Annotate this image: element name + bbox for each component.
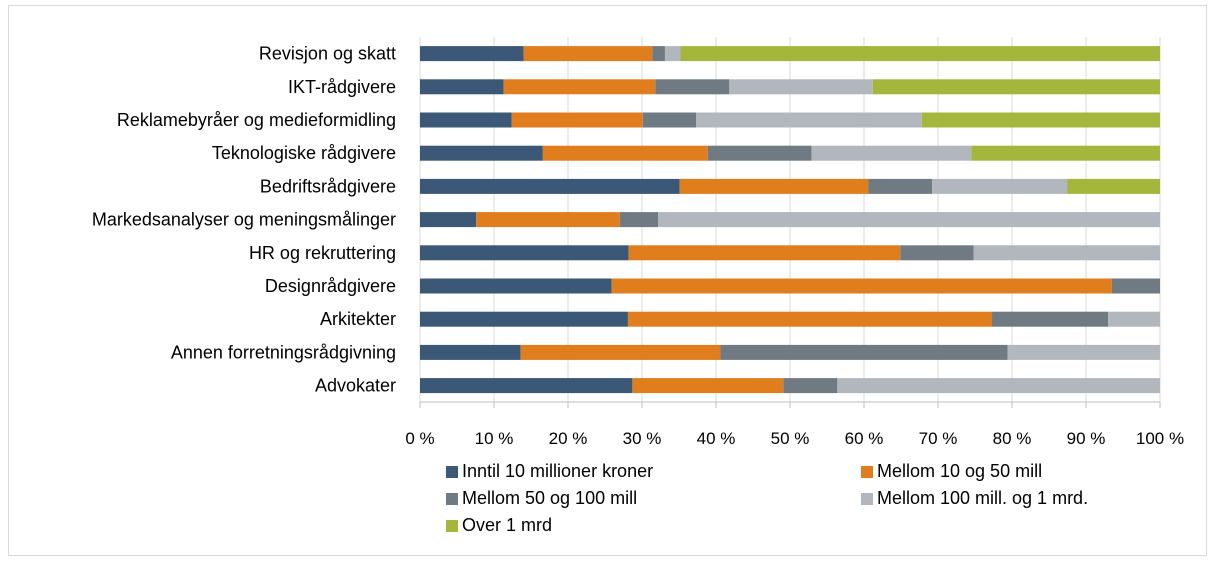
category-label: Teknologiske rådgivere (212, 143, 396, 163)
bar-segment (971, 145, 1160, 161)
legend-swatch (861, 493, 873, 505)
legend-swatch (861, 466, 873, 478)
bar-segment (680, 46, 1160, 62)
x-tick-label: 60 % (845, 429, 884, 448)
category-label: Annen forretningsrådgivning (171, 342, 396, 362)
bar-segment (420, 112, 512, 128)
bar-segment (420, 145, 543, 161)
legend-label: Inntil 10 millioner kroner (462, 461, 653, 481)
category-label: Bedriftsrådgivere (260, 176, 396, 196)
bar-segment (420, 311, 628, 327)
bar-segment (420, 212, 477, 228)
bar-segment (420, 178, 680, 194)
category-label: Markedsanalyser og meningsmålinger (92, 210, 396, 230)
bar-segment (720, 344, 1008, 360)
bar-segment (652, 46, 665, 62)
bar-segment (420, 344, 521, 360)
bar-segment (837, 378, 1160, 394)
bar-segment (476, 212, 620, 228)
bar-segment (619, 212, 659, 228)
bar-segment (420, 46, 524, 62)
x-tick-label: 100 % (1136, 429, 1184, 448)
bar-segment (658, 212, 1160, 228)
x-tick-label: 0 % (405, 429, 434, 448)
bar-segment (679, 178, 869, 194)
legend-label: Mellom 10 og 50 mill (877, 461, 1042, 481)
bar-segment (420, 79, 504, 95)
bar-segment (611, 278, 1112, 294)
x-tick-label: 20 % (549, 429, 588, 448)
bar-segment (542, 145, 708, 161)
bar-segment (783, 378, 838, 394)
bar-segment (627, 311, 993, 327)
category-label: Reklamebyråer og medieformidling (117, 110, 396, 130)
legend-swatch (446, 493, 458, 505)
bar-segment (1108, 311, 1160, 327)
bar-segment (868, 178, 933, 194)
bar-segment (973, 245, 1160, 261)
category-label: HR og rekruttering (249, 243, 396, 263)
x-tick-label: 90 % (1067, 429, 1106, 448)
legend-label: Over 1 mrd (462, 515, 552, 535)
bar-segment (523, 46, 653, 62)
x-tick-label: 10 % (475, 429, 514, 448)
bar-segment (1007, 344, 1160, 360)
legend-swatch (446, 520, 458, 532)
x-tick-label: 80 % (993, 429, 1032, 448)
bar-segment (503, 79, 656, 95)
bar-segment (729, 79, 873, 95)
bar-segment (872, 79, 1160, 95)
chart-frame (8, 5, 1207, 556)
x-tick-label: 70 % (919, 429, 958, 448)
bar-segment (992, 311, 1109, 327)
legend-swatch (446, 466, 458, 478)
bar-segment (420, 245, 629, 261)
x-tick-label: 30 % (623, 429, 662, 448)
bar-segment (664, 46, 681, 62)
bar-segment (1111, 278, 1160, 294)
bar-segment (642, 112, 697, 128)
bar-segment (696, 112, 922, 128)
bar-segment (900, 245, 974, 261)
legend-label: Mellom 100 mill. og 1 mrd. (877, 488, 1088, 508)
bar-segment (520, 344, 721, 360)
category-label: Advokater (315, 376, 396, 396)
bar-segment (655, 79, 730, 95)
bar-segment (628, 245, 901, 261)
bar-segment (632, 378, 784, 394)
category-label: Arkitekter (320, 309, 396, 329)
bar-segment (511, 112, 643, 128)
x-tick-label: 50 % (771, 429, 810, 448)
bar-segment (420, 378, 633, 394)
bar-segment (420, 278, 612, 294)
bar-segment (811, 145, 972, 161)
bar-segment (932, 178, 1068, 194)
category-label: Designrådgivere (265, 276, 396, 296)
category-label: Revisjon og skatt (259, 44, 396, 64)
bar-segment (707, 145, 812, 161)
legend-label: Mellom 50 og 100 mill (462, 488, 637, 508)
bar-segment (1067, 178, 1160, 194)
x-tick-label: 40 % (697, 429, 736, 448)
category-label: IKT-rådgivere (288, 77, 396, 97)
bar-segment (921, 112, 1160, 128)
